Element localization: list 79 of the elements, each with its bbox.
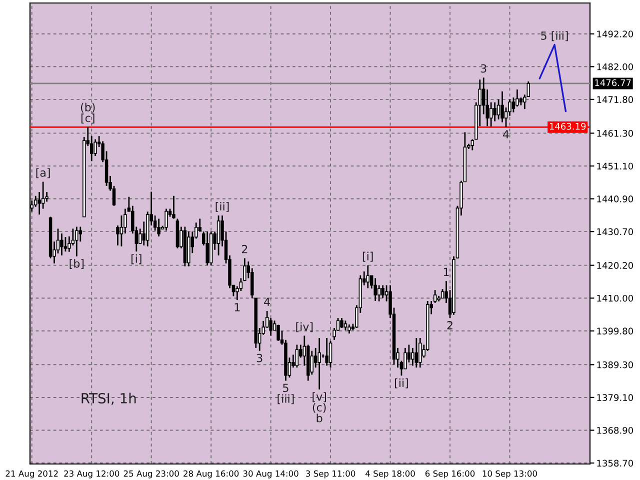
candlestick [94,138,97,157]
candlestick [340,317,344,329]
annotation: 3 [256,354,262,362]
y-tick-label: 1492.20 [597,30,633,38]
candlestick [60,232,64,256]
annotation: [iv] [296,322,313,332]
candlestick [38,191,41,216]
y-tick-label: 1451.10 [597,162,633,170]
candlestick [377,284,381,302]
annotation: [ii] [395,378,408,388]
annotation: 1 [234,303,240,312]
candlestick [314,347,318,368]
candlestick [318,337,321,390]
candlestick [164,208,168,232]
candlestick [496,98,500,120]
annotation: [a] [36,168,50,178]
annotation: 1 [444,268,449,276]
annotation: [b] [70,259,84,270]
ref-line-label: 1476.77 [595,79,631,86]
candlestick [276,324,280,342]
y-tick-label: 1389.30 [597,361,633,368]
y-tick-label: 1399.80 [597,328,633,334]
candlestick [411,347,414,366]
candlestick [418,337,422,368]
candlestick [78,226,82,242]
x-tick-label: 30 Aug 14:00 [243,470,298,478]
y-tick-label: 1482.00 [597,63,633,70]
candlestick [310,350,314,376]
candlestick [493,102,496,122]
candlestick [440,288,444,299]
annotation: 5 [iii] [278,384,294,404]
annotation: 2 [447,321,452,330]
candlestick [116,224,120,246]
x-tick-label: 3 Sep 11:00 [306,470,356,478]
y-tick-label: 1420.20 [597,262,633,269]
candlestick [500,90,504,123]
x-tick-label: 10 Sep 13:00 [482,470,537,478]
annotation: [v] (c) b [312,392,326,422]
y-tick-label: 1440.90 [597,196,633,202]
candlestick [157,218,160,238]
candlestick [414,337,418,368]
y-tick-label: 1430.70 [597,228,633,236]
annotation: 3 [480,64,486,73]
candlestick [348,324,351,334]
x-tick-label: 23 Aug 12:00 [64,470,120,478]
annotation: [ii] [216,202,229,212]
candlestick [489,102,493,128]
x-tick-label: 21 Aug 2012 [6,470,58,478]
x-tick-label: 4 Sep 18:00 [366,470,415,478]
y-tick-label: 1368.90 [597,426,633,434]
y-tick-label: 1379.10 [597,394,633,402]
candlestick [374,277,377,302]
y-tick-label: 1471.80 [597,96,633,103]
annotation: [i] [131,254,142,264]
y-tick-label: 1358.70 [597,460,633,467]
annotation: [i] [362,252,373,262]
x-tick-label: 25 Aug 23:00 [124,470,179,478]
candlestick [216,214,220,256]
x-tick-label: 28 Aug 16:00 [184,470,239,478]
candlestick [328,340,332,368]
x-tick-label: 6 Sep 16:00 [425,470,475,478]
candlestick [75,226,78,258]
candlestick [206,230,209,266]
candlestick [344,320,348,331]
candlestick [470,138,474,151]
annotation: (b) [c] [80,102,95,124]
candlestick [366,264,370,289]
y-tick-label: 1410.00 [597,294,633,302]
ref-line-label: 1463.19 [550,122,586,130]
annotation: RTSI, 1h [82,392,136,405]
candlestick [295,344,299,368]
candlestick [381,284,384,299]
annotation: 5 [iii] [541,31,568,42]
annotation: 4 [503,130,509,138]
annotation: 4 [264,298,270,306]
candlestick [172,195,176,220]
annotation: 2 [242,244,248,254]
candlestick [325,337,328,366]
y-tick-label: 1461.30 [597,130,633,137]
